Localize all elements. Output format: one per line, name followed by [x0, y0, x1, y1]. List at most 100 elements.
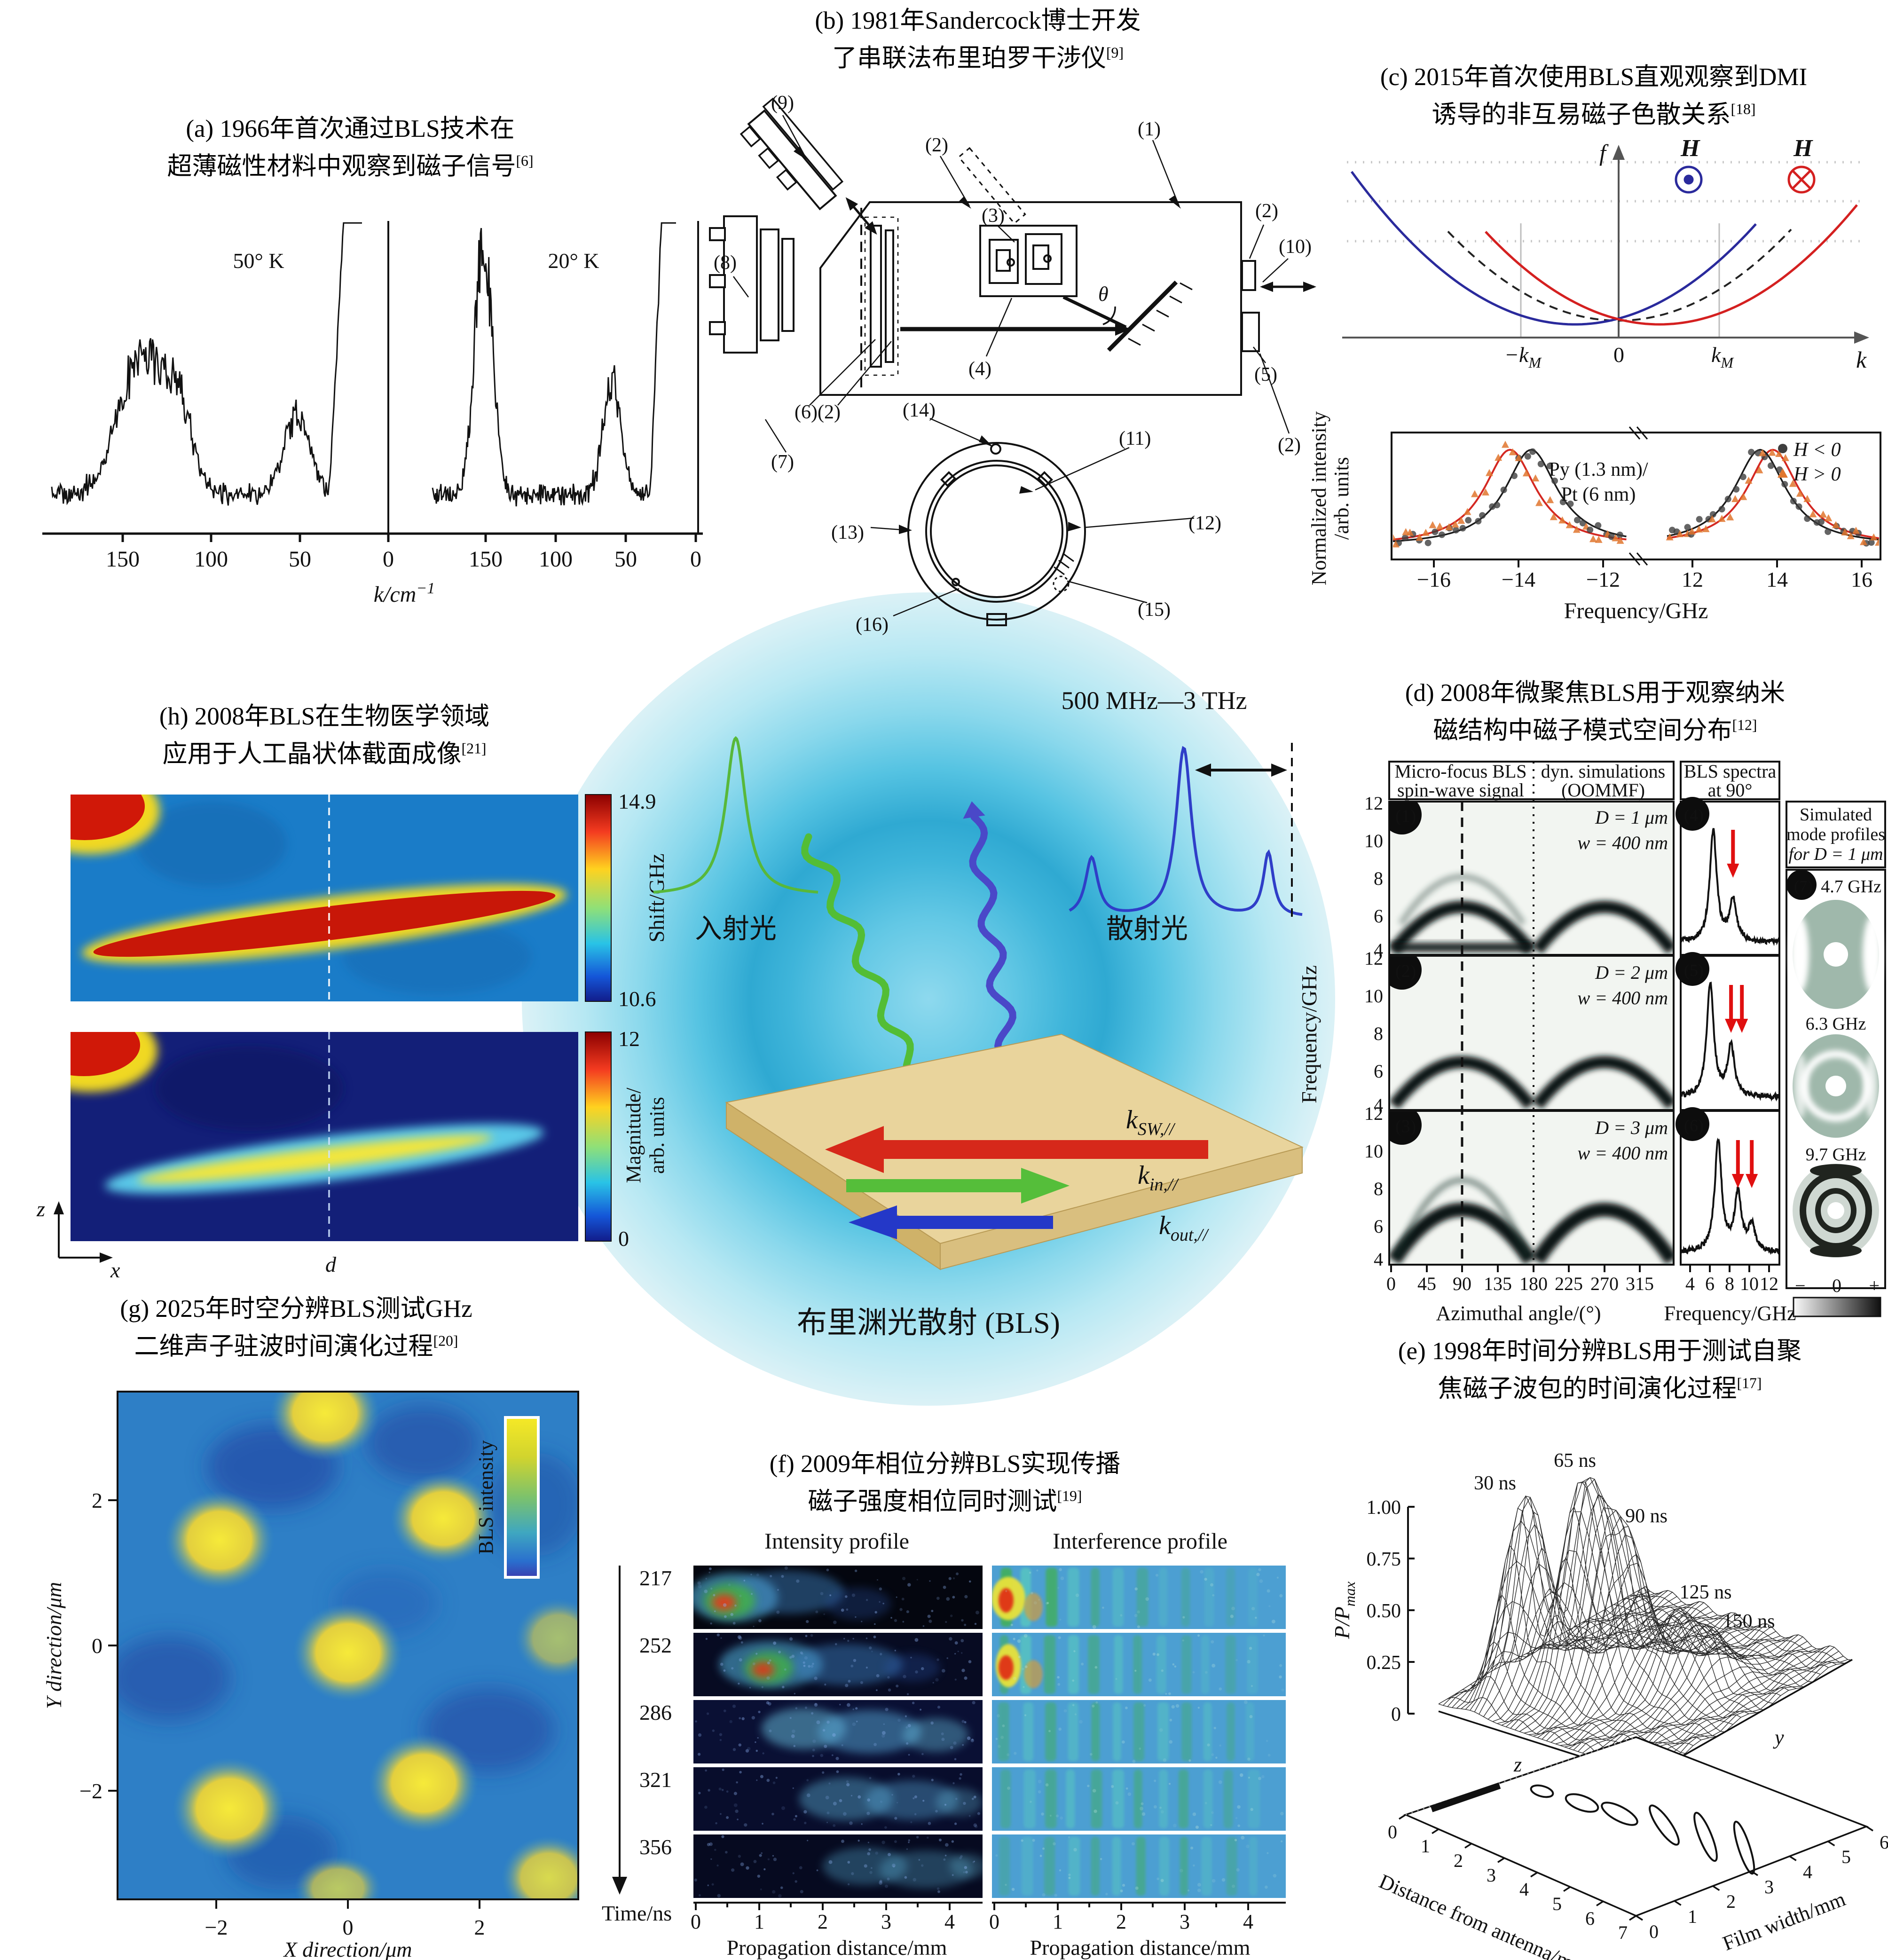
k-in-label: kin,//: [1138, 1161, 1179, 1195]
data-point-h-negative: [1559, 498, 1566, 505]
decorative-shape: [1038, 1598, 1040, 1601]
decorative-shape: [905, 1726, 908, 1729]
decorative-shape: [1197, 1707, 1200, 1709]
temperature-label-left: 50° K: [233, 249, 284, 273]
decorative-shape: [867, 1798, 871, 1802]
time-tick: 286: [639, 1700, 672, 1724]
decorative-shape: [791, 1654, 795, 1658]
data-point-h-negative: [1537, 460, 1544, 467]
profiles-header-3: for D = 1 μm: [1789, 844, 1883, 864]
decorative-shape: [717, 1894, 721, 1898]
decorative-shape: [772, 1855, 774, 1857]
decorative-shape: [963, 1802, 966, 1805]
data-point-h-negative: [1718, 506, 1725, 513]
decorative-shape: [843, 1637, 845, 1640]
decorative-shape: [899, 1608, 903, 1611]
plane-tick-marks: [1399, 1814, 1873, 1921]
decorative-shape: [914, 1795, 917, 1799]
decorative-shape: [1180, 1869, 1183, 1873]
decorative-shape: [1120, 1614, 1123, 1617]
decorative-shape: [1180, 1837, 1188, 1896]
x-tick-label: 12: [1682, 567, 1703, 591]
shift-colorbar-max: 14.9: [618, 789, 656, 813]
data-point-h-negative: [1804, 515, 1811, 522]
data-point-h-positive: [1789, 480, 1797, 487]
decorative-shape: [1246, 1844, 1250, 1849]
decorative-shape: [1267, 1589, 1270, 1593]
decorative-shape: [1280, 1811, 1284, 1816]
decorative-shape: [938, 1838, 942, 1842]
decorative-shape: [999, 1655, 1014, 1680]
decorative-shape: [822, 1771, 825, 1774]
decorative-shape: [977, 1812, 981, 1815]
decorative-shape: [1036, 1569, 1038, 1572]
peak-label-150ns: 150 ns: [1723, 1611, 1775, 1632]
decorative-shape: [715, 1822, 717, 1825]
data-point-h-negative: [1432, 528, 1439, 535]
decorative-shape: [1226, 1837, 1237, 1896]
k-tick-zero: 0: [1613, 343, 1624, 367]
mode-marker-arrowhead: [1746, 1174, 1758, 1188]
spectrum-data: [1393, 441, 1879, 548]
plane-ticks: [1399, 1814, 1873, 1921]
decorative-shape: [1156, 1635, 1166, 1694]
data-point-h-positive: [1406, 528, 1414, 536]
decorative-shape: [1250, 1808, 1253, 1811]
incident-light-spectrum: [653, 736, 818, 894]
map-number-3: (3): [1395, 1117, 1416, 1136]
plane-tick-labels: 0 1 2 3 4 5 6 7 0 1 2 3 4 5 6: [1388, 1821, 1888, 1943]
decorative-shape: [876, 1579, 879, 1581]
decorative-shape: [1140, 1806, 1144, 1810]
shift-streak: [81, 884, 567, 964]
decorative-shape: [1048, 1730, 1051, 1732]
decorative-shape: [810, 1634, 813, 1637]
decorative-shape: [812, 1755, 814, 1757]
bx-tick: 1: [1421, 1835, 1430, 1857]
x-tick-label: 0: [383, 547, 394, 572]
decorative-shape: [820, 1754, 824, 1757]
decorative-shape: [714, 1610, 716, 1612]
decorative-shape: [1193, 1864, 1195, 1867]
decorative-shape: [697, 1581, 701, 1585]
panel-e: (e) 1998年时间分辨BLS用于测试自聚 焦磁子波包的时间演化过程[17] …: [1312, 1335, 1888, 1960]
decorative-shape: [855, 1616, 857, 1618]
decorative-shape: [707, 1843, 710, 1846]
x-axis-label: k/cm−1: [374, 580, 435, 607]
decorative-shape: [720, 1662, 724, 1666]
data-point-h-positive: [1875, 538, 1879, 546]
decorative-shape: [874, 1623, 876, 1625]
angle-tick: 90: [1453, 1273, 1471, 1294]
decorative-shape: [893, 1866, 895, 1868]
decorative-shape: [960, 1639, 964, 1643]
decorative-shape: [1134, 1614, 1138, 1617]
x-axes: 0 45 90 135 180 225 270 315 4 6 8 10 12 …: [1386, 1265, 1796, 1325]
decorative-shape: [1279, 1594, 1283, 1598]
decorative-shape: [816, 1869, 818, 1872]
decorative-shape: [834, 1643, 837, 1645]
decorative-shape: [777, 1589, 779, 1591]
data-point-h-positive: [1515, 454, 1523, 461]
decorative-shape: [825, 1795, 829, 1800]
data-point-h-positive: [1429, 521, 1437, 528]
decorative-shape: [866, 1811, 870, 1815]
x-axis-label-left: Propagation distance/mm: [727, 1936, 947, 1960]
intensity-strip: [693, 1566, 983, 1629]
decorative-shape: [887, 1676, 890, 1679]
decorative-shape: [713, 1594, 716, 1597]
data-point-h-negative: [1546, 463, 1553, 470]
decorative-shape: [926, 1836, 929, 1839]
decorative-shape: [1133, 1702, 1144, 1761]
decorative-shape: [1248, 1568, 1258, 1627]
decorative-shape: [1258, 1777, 1261, 1780]
width-label-3: w = 400 nm: [1577, 1142, 1668, 1164]
label-12: (12): [1188, 512, 1221, 534]
data-point-h-negative: [1608, 533, 1615, 540]
decorative-shape: [804, 1821, 807, 1825]
magnitude-colorbar-max: 12: [618, 1027, 640, 1051]
y-tick: 0: [92, 1634, 102, 1658]
yellow-antinodes: [149, 1392, 578, 1899]
decorative-shape: [995, 1854, 998, 1857]
decorative-shape: [865, 1637, 868, 1639]
p-tick: 1.00: [1367, 1497, 1401, 1519]
decorative-shape: [729, 1720, 732, 1724]
